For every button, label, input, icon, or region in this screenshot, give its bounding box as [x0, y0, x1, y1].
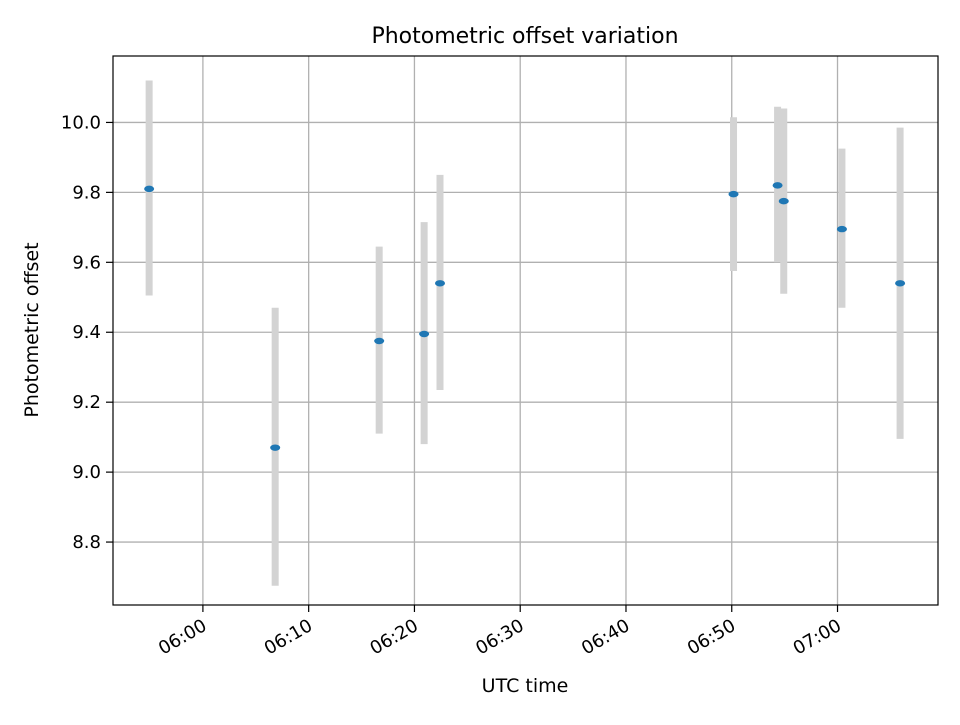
data-point [895, 280, 906, 287]
data-point [728, 190, 739, 198]
y-tick-label: 9.0 [72, 462, 101, 483]
y-axis-ticks: 8.8 9.0 9.2 9.4 9.6 9.8 10.0 [61, 112, 113, 553]
y-tick-label: 9.4 [72, 322, 101, 343]
y-tick-label: 9.8 [72, 182, 101, 203]
chart-title: Photometric offset variation [371, 24, 678, 49]
data-point [270, 444, 281, 451]
data-point [374, 337, 385, 345]
data-point [435, 280, 446, 287]
y-tick-label: 9.2 [72, 392, 101, 413]
y-tick-label: 10.0 [61, 112, 101, 133]
data-point [419, 330, 430, 338]
x-axis-label: UTC time [482, 675, 569, 697]
data-point [144, 185, 155, 193]
plot-frame [112, 55, 939, 606]
data-point [836, 225, 847, 233]
y-tick-label: 8.8 [72, 532, 101, 553]
y-axis-label: Photometric offset [21, 242, 43, 417]
data-point [778, 197, 789, 205]
y-tick-label: 9.6 [72, 252, 101, 273]
data-point [772, 182, 783, 189]
data-points [144, 182, 906, 451]
